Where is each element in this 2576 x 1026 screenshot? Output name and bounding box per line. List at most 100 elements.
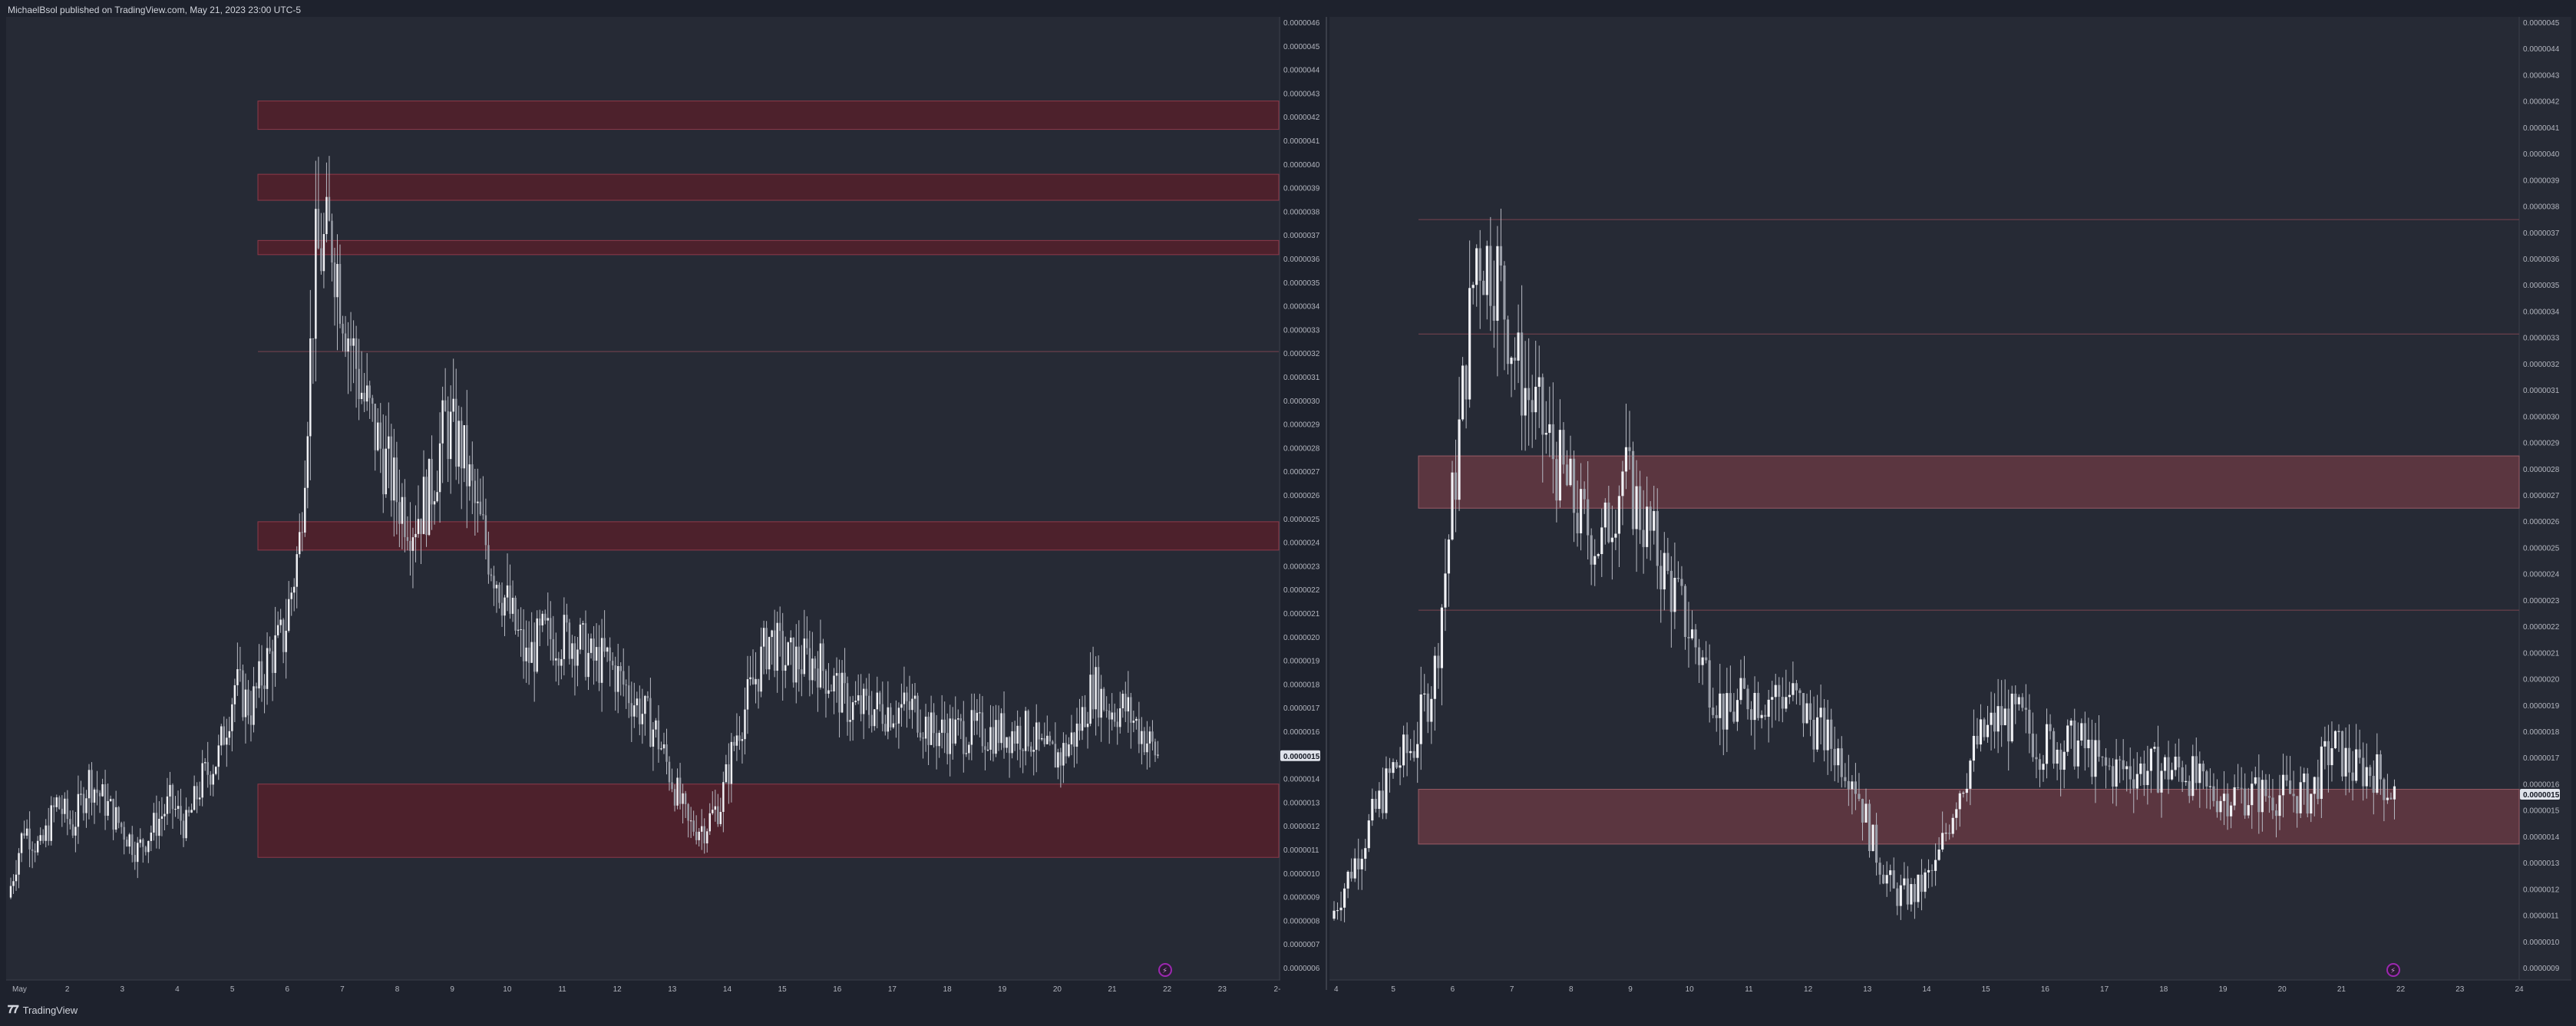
- right-candle-body: [2094, 740, 2097, 777]
- left-candle-body: [266, 648, 269, 689]
- left-x-tick-label: 22: [1163, 985, 1172, 994]
- right-candle-body: [1854, 781, 1857, 794]
- right-candle-body: [1513, 358, 1517, 361]
- right-candle-body: [2376, 754, 2379, 793]
- left-candle-body: [1022, 749, 1024, 751]
- left-x-tick-label: 2: [65, 985, 70, 994]
- left-candle-body: [935, 733, 938, 747]
- left-candle-body: [738, 735, 741, 741]
- left-candle-body: [109, 799, 112, 801]
- right-candle-body: [2087, 739, 2090, 748]
- right-candle-body: [2261, 780, 2264, 813]
- left-candle-body: [1013, 731, 1016, 744]
- left-x-tick-label: 20: [1053, 985, 1062, 994]
- right-candle-body: [1805, 703, 1808, 724]
- left-lightning-marker[interactable]: ⚡: [1158, 963, 1172, 977]
- left-candle-body: [28, 828, 31, 850]
- right-candle-body: [1875, 824, 1878, 863]
- left-candle-body: [296, 554, 298, 587]
- right-y-tick-label: 0.0000024: [2523, 571, 2560, 579]
- left-candle-body: [203, 762, 206, 764]
- left-candle-body: [34, 850, 36, 853]
- left-candle-body: [522, 629, 525, 661]
- left-y-tick-label: 0.0000038: [1283, 208, 1320, 216]
- left-candle-body: [260, 661, 263, 686]
- right-candle-body: [1541, 377, 1544, 435]
- left-candle-body: [838, 673, 841, 713]
- right-candle-body: [1965, 788, 1968, 793]
- left-candle-body: [679, 777, 682, 804]
- left-candle-body: [304, 487, 306, 533]
- left-candle-body: [233, 685, 236, 704]
- left-candle-body: [584, 623, 587, 678]
- left-candle-body: [352, 338, 355, 346]
- left-candle-body: [1100, 688, 1102, 718]
- left-candle-body: [1081, 707, 1084, 731]
- left-candle-body: [509, 585, 511, 614]
- left-y-tick-label: 0.0000027: [1283, 468, 1320, 477]
- left-candle-body: [449, 411, 452, 460]
- left-candle-body: [749, 677, 751, 680]
- left-candle-body: [444, 400, 447, 411]
- left-candle-body: [368, 385, 371, 398]
- left-y-tick-label: 0.0000039: [1283, 185, 1320, 193]
- right-candle-body: [1785, 697, 1788, 709]
- left-candle-body: [728, 764, 730, 784]
- left-candle-body: [814, 658, 817, 669]
- left-candle-body: [819, 643, 822, 688]
- left-candle-body: [771, 630, 773, 638]
- left-candle-body: [541, 613, 543, 625]
- right-candle-body: [1792, 683, 1795, 695]
- left-candle-body: [1111, 712, 1113, 720]
- left-candle-body: [342, 323, 344, 334]
- left-candle-body: [414, 533, 417, 538]
- left-candle-body: [538, 618, 541, 625]
- left-candle-body: [557, 658, 560, 666]
- right-candle-body: [1937, 850, 1940, 860]
- right-y-tick-label: 0.0000017: [2523, 754, 2560, 763]
- right-x-tick-label: 21: [2337, 985, 2346, 994]
- left-candle-body: [401, 497, 404, 524]
- left-candle-body: [593, 638, 595, 661]
- right-candle-body: [1726, 693, 1729, 730]
- left-candle-body: [1024, 711, 1027, 751]
- left-candle-body: [1046, 735, 1049, 744]
- left-candle-body: [155, 813, 158, 836]
- left-candle-body: [954, 719, 956, 744]
- right-x-tick-label: 5: [1391, 985, 1395, 994]
- right-candle-body: [1562, 430, 1565, 465]
- left-candle-body: [1086, 724, 1089, 727]
- right-candle-body: [2251, 784, 2254, 806]
- right-y-tick-label: 0.0000042: [2523, 98, 2560, 107]
- left-y-tick-label: 0.0000044: [1283, 67, 1320, 75]
- left-y-tick-label: 0.0000035: [1283, 279, 1320, 288]
- left-candle-body: [1105, 710, 1108, 711]
- right-candle-body: [1969, 760, 1972, 789]
- left-candle-body: [15, 874, 18, 882]
- left-candle-body: [598, 647, 600, 683]
- right-lightning-marker[interactable]: ⚡: [2386, 963, 2400, 977]
- right-candle-body: [1830, 719, 1833, 749]
- left-candle-body: [490, 574, 493, 576]
- left-candle-body: [96, 789, 98, 793]
- left-candle-body: [193, 786, 196, 810]
- left-candle-body: [811, 658, 814, 681]
- left-candle-body: [616, 665, 619, 692]
- left-candle-body: [560, 658, 563, 666]
- left-candle-body: [922, 737, 924, 739]
- right-candle-body: [2340, 731, 2344, 777]
- left-candle-body: [1119, 708, 1121, 727]
- left-candle-body: [576, 649, 579, 666]
- right-candle-body: [2254, 777, 2257, 784]
- left-candle-body: [930, 712, 933, 745]
- left-candle-body: [892, 723, 895, 727]
- left-candle-body: [884, 724, 887, 732]
- right-candle-body: [1614, 533, 1617, 538]
- right-candle-body: [1639, 486, 1642, 530]
- right-y-tick-label: 0.0000021: [2523, 649, 2560, 658]
- left-candle-body: [609, 647, 611, 661]
- left-candle-body: [171, 784, 174, 810]
- left-chart: 0.0000046 0.0000045 0.0000044 0.0000043 0.00…: [9, 19, 1320, 994]
- svg-text:⚡: ⚡: [2390, 967, 2396, 975]
